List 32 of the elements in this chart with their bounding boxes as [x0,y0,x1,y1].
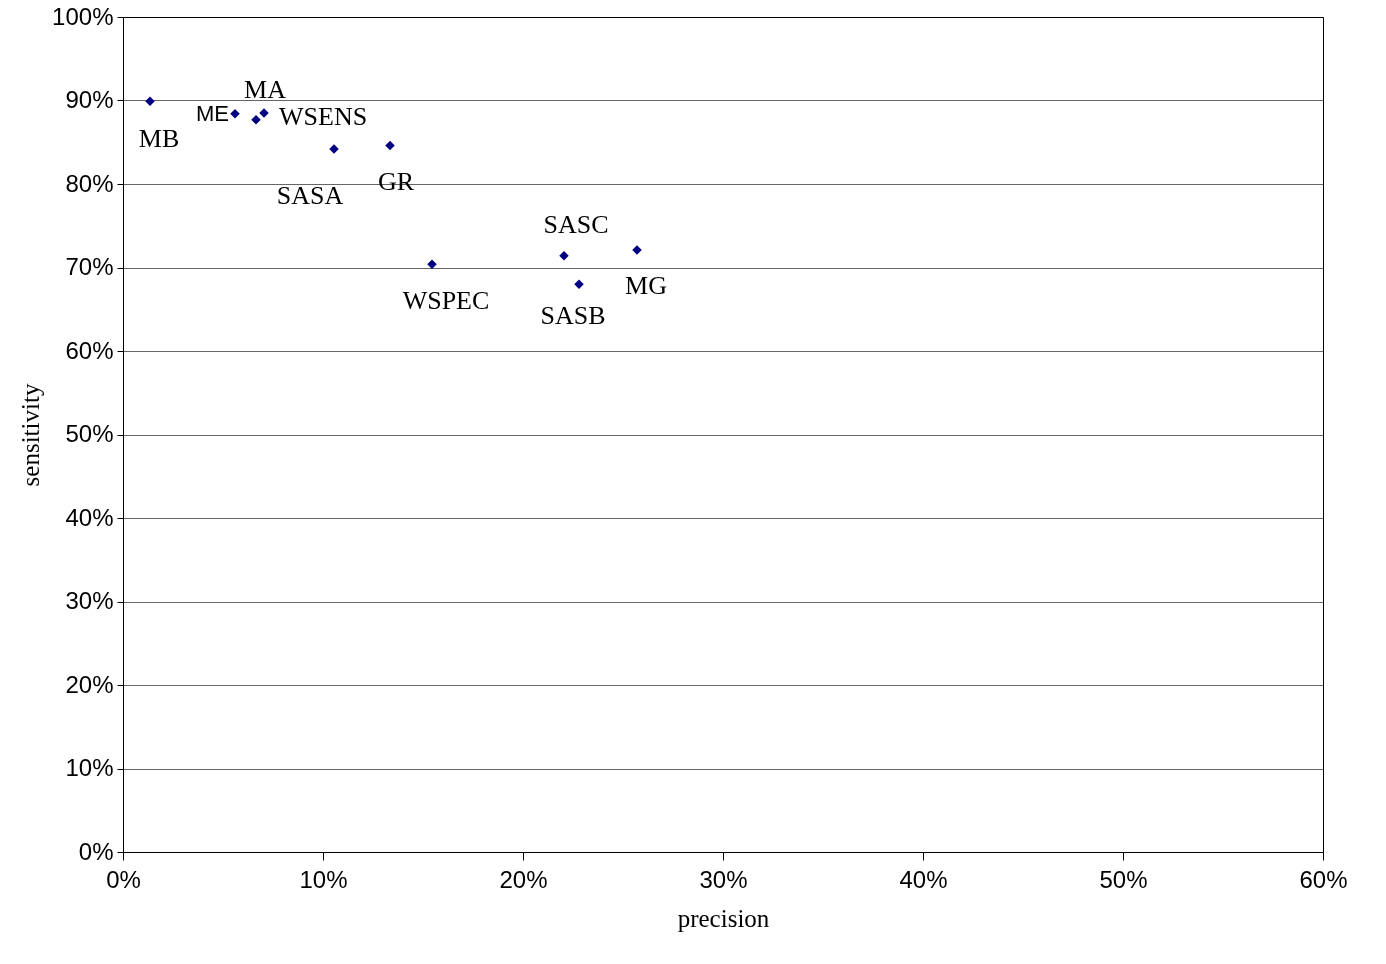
annotation: MG [625,270,667,300]
y-tick-label: 20% [65,670,114,698]
annotation: WSPEC [402,286,490,316]
annotation: MB [138,124,180,154]
y-axis-title: sensitivity [17,383,45,487]
point [251,114,261,125]
point [145,96,155,107]
annotation: ME [196,100,229,126]
y-tick-label: 80% [65,169,114,197]
x-tick-label: 60% [1299,865,1348,893]
annotation: SASA [276,180,344,210]
y-tick-label: 30% [65,587,114,614]
x-tick-label: 20% [499,865,548,893]
x-tick-label: 10% [299,865,348,893]
x-tick-label: 50% [1099,865,1148,893]
annotation: SASC [543,209,609,239]
y-tick-label: 0% [78,837,114,865]
x-axis-title: precision [677,904,770,932]
y-tick-label: 100% [52,2,114,30]
annotation: SASB [540,301,606,331]
y-tick-label: 90% [65,86,114,113]
point [385,140,395,151]
y-tick-label: 60% [65,336,114,364]
x-tick-label: 30% [699,865,748,893]
annotation: WSENS [279,102,368,132]
y-tick-label: 70% [65,253,114,280]
x-tick-label: 40% [899,865,948,893]
annotation: MA [244,74,287,104]
y-tick-label: 50% [65,420,114,447]
x-tick-label: 0% [106,865,141,893]
y-tick-label: 10% [65,754,114,781]
y-tick-label: 40% [65,503,114,531]
